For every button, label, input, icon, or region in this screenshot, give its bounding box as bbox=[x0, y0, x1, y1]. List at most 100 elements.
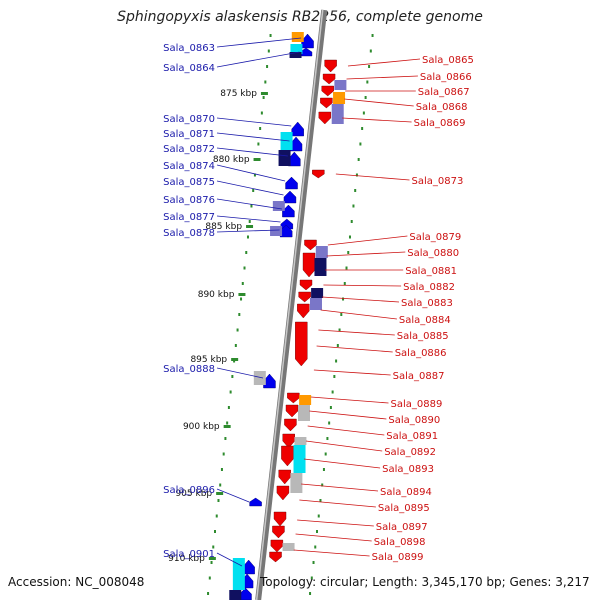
kbp-label: 880 kbp bbox=[213, 155, 250, 165]
right-gene-label: Sala_0893 bbox=[382, 464, 434, 475]
ruler-tick-left bbox=[266, 65, 269, 68]
left-gene-label: Sala_0872 bbox=[163, 144, 215, 155]
ruler-tick-right bbox=[361, 127, 364, 130]
left-gene-leader bbox=[216, 215, 281, 223]
ruler-tick-left bbox=[231, 375, 234, 378]
ruler-tick-left bbox=[227, 406, 230, 409]
ruler-tick-right bbox=[352, 204, 355, 208]
ruler-tick-right bbox=[362, 111, 365, 115]
right-gene-leader bbox=[303, 458, 381, 469]
right-gene-leader bbox=[295, 533, 372, 542]
gene-hit-box-navy bbox=[289, 52, 302, 58]
left-gene-label: Sala_0878 bbox=[163, 228, 215, 239]
right-gene-label: Sala_0883 bbox=[401, 298, 453, 309]
ruler-tick-left bbox=[212, 545, 215, 549]
gene-hit-box-orange bbox=[299, 395, 312, 405]
right-gene-label: Sala_0885 bbox=[397, 331, 449, 342]
gene-hit-box-cyan bbox=[290, 44, 303, 54]
right-gene-leader bbox=[301, 483, 379, 492]
genome-title: Sphingopyxis alaskensis RB2256, complete… bbox=[117, 9, 483, 25]
ruler-tick-right bbox=[364, 96, 367, 99]
ruler-tick-right bbox=[333, 375, 336, 378]
ruler-layer: 875 kbp 880 kbp 885 kbp 890 kbp 895 kbp 900 k… bbox=[168, 34, 374, 595]
left-gene-leader bbox=[216, 198, 283, 210]
ruler-tick-left bbox=[243, 266, 246, 270]
ruler-tick-left bbox=[250, 204, 253, 208]
reverse-gene-arrow bbox=[278, 469, 291, 485]
genome-summary-text: Topology: circular; Length: 3,345,170 bp… bbox=[260, 575, 590, 589]
right-gene-leader bbox=[293, 549, 370, 557]
gene-hit-box-lavender bbox=[272, 201, 285, 211]
ruler-tick-right bbox=[350, 220, 353, 223]
ruler-tick-left bbox=[262, 96, 265, 99]
kbp-label: 905 kbp bbox=[175, 489, 212, 499]
right-gene-leader bbox=[307, 425, 385, 436]
gene-hit-box-grey bbox=[282, 543, 295, 551]
reverse-gene-arrow bbox=[320, 97, 333, 109]
feature-layer bbox=[229, 32, 347, 600]
right-gene-leader bbox=[297, 519, 374, 527]
reverse-gene-arrow bbox=[272, 525, 285, 539]
ruler-tick-left bbox=[226, 421, 229, 425]
kbp-tick bbox=[253, 158, 261, 161]
ruler-tick-right bbox=[331, 390, 334, 394]
gene-hit-box-grey bbox=[253, 371, 266, 385]
ruler-tick-right bbox=[345, 266, 348, 270]
right-gene-label: Sala_0879 bbox=[409, 232, 461, 243]
right-gene-label: Sala_0892 bbox=[384, 447, 436, 458]
kbp-label: 875 kbp bbox=[220, 89, 257, 99]
ruler-tick-right bbox=[347, 251, 350, 254]
right-gene-label: Sala_0889 bbox=[391, 399, 443, 410]
ruler-tick-left bbox=[253, 173, 256, 177]
right-gene-leader bbox=[327, 235, 408, 246]
reverse-gene-arrow bbox=[321, 85, 334, 97]
kbp-tick bbox=[238, 293, 246, 296]
kbp-label: 890 kbp bbox=[198, 290, 235, 300]
right-gene-label: Sala_0884 bbox=[399, 315, 451, 326]
left-gene-leader bbox=[216, 37, 302, 48]
left-gene-leader bbox=[216, 164, 286, 182]
left-gene-leader bbox=[216, 117, 292, 127]
ruler-tick-left bbox=[229, 390, 232, 394]
ruler-tick-left bbox=[224, 437, 227, 440]
ruler-tick-left bbox=[238, 313, 241, 316]
right-gene-label: Sala_0895 bbox=[378, 503, 430, 514]
gene-hit-box-grey bbox=[290, 473, 303, 493]
left-gene-leader bbox=[216, 132, 290, 142]
left-gene-leader bbox=[216, 180, 284, 196]
ruler-tick-left bbox=[222, 452, 225, 456]
kbp-label: 895 kbp bbox=[190, 355, 227, 365]
right-gene-label: Sala_0890 bbox=[388, 415, 440, 426]
ruler-tick-left bbox=[214, 530, 216, 533]
gene-hit-box-orange bbox=[333, 92, 346, 104]
ruler-tick-right bbox=[329, 406, 332, 409]
left-gene-label: Sala_0864 bbox=[163, 63, 215, 74]
reverse-gene-arrow bbox=[273, 511, 287, 527]
right-gene-leader bbox=[335, 173, 410, 181]
right-gene-leader bbox=[342, 117, 412, 123]
ruler-tick-left bbox=[245, 251, 248, 254]
reverse-gene-arrow bbox=[304, 239, 317, 251]
left-gene-leader bbox=[216, 367, 264, 379]
ruler-tick-right bbox=[324, 452, 327, 456]
ruler-tick-left bbox=[260, 111, 263, 115]
kbp-label: 910 kbp bbox=[168, 554, 205, 564]
gene-hit-box-cyan bbox=[293, 445, 306, 473]
right-gene-label: Sala_0867 bbox=[418, 87, 470, 98]
ruler-tick-left bbox=[267, 49, 270, 53]
kbp-tick bbox=[231, 358, 239, 361]
reverse-gene-arrow bbox=[297, 303, 310, 319]
gene-hit-box-navy bbox=[314, 258, 327, 276]
left-gene-label: Sala_0888 bbox=[163, 364, 215, 375]
ruler-tick-right bbox=[336, 344, 339, 347]
gene-hit-box-lavender bbox=[270, 226, 283, 236]
ruler-tick-left bbox=[220, 468, 223, 471]
right-gene-label: Sala_0865 bbox=[422, 55, 474, 66]
ruler-tick-left bbox=[240, 297, 243, 301]
ruler-tick-left bbox=[207, 592, 210, 595]
right-gene-leader bbox=[320, 309, 397, 320]
reverse-gene-arrow bbox=[322, 73, 336, 85]
ruler-tick-right bbox=[343, 282, 346, 285]
reverse-gene-arrow bbox=[276, 485, 290, 501]
right-gene-label: Sala_0897 bbox=[376, 522, 428, 533]
